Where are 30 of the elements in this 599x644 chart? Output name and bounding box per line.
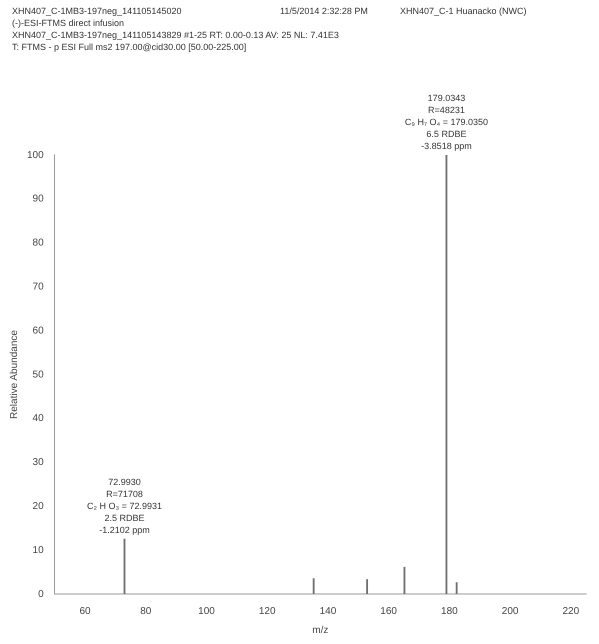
y-axis-title: Relative Abundance xyxy=(8,330,20,419)
y-tick-label: 40 xyxy=(32,413,44,424)
y-tick-label: 20 xyxy=(32,500,44,512)
x-tick-label: 200 xyxy=(502,606,519,617)
y-tick-label: 30 xyxy=(32,457,44,468)
x-tick-label: 60 xyxy=(79,606,92,617)
text: XHN407_C-1MB3-197neg_141105145020 xyxy=(12,6,182,16)
annotation: 179.0343 R=48231 C₉ H₇ O₄ = 179.0350 6.5 RDBE -3.8518 ppm xyxy=(404,92,488,151)
y-tick-label: 70 xyxy=(32,281,44,292)
text: XHN407_C-1MB3-197neg_141105143829 #1-25 RT: 0.00-0.13 AV: 25 NL: 7.41E3 xyxy=(12,30,339,40)
x-axis-title: m/z xyxy=(312,624,328,636)
y-tick-label: 10 xyxy=(32,544,44,556)
y-tick-label: 80 xyxy=(32,238,44,249)
y-tick-label: 90 xyxy=(32,194,44,205)
x-tick-label: 120 xyxy=(258,606,276,617)
text: XHN407_C-1 Huanacko (NWC) xyxy=(400,6,527,16)
text: T: FTMS - p ESI Full ms2 197.00@cid30.00 [50.00-225.00] xyxy=(12,42,246,52)
text: 11/5/2014 2:32:28 PM xyxy=(280,6,368,16)
y-tick-label: 60 xyxy=(32,325,44,336)
text: (-)-ESI-FTMS direct infusion xyxy=(12,18,124,28)
x-tick-label: 80 xyxy=(140,606,152,617)
x-tick-label: 220 xyxy=(562,606,580,617)
x-tick-label: 180 xyxy=(441,606,458,617)
x-tick-label: 100 xyxy=(198,606,216,617)
y-tick-label: 0 xyxy=(38,588,44,600)
x-tick-label: 140 xyxy=(320,606,337,617)
x-tick-label: 160 xyxy=(380,606,398,617)
y-tick-label: 50 xyxy=(32,369,44,380)
annotation: 72.9930 R=71708 C₂ H O₃ = 72.9931 2.5 RDBE -1.2102 ppm xyxy=(87,477,162,536)
y-tick-label: 100 xyxy=(26,150,44,161)
